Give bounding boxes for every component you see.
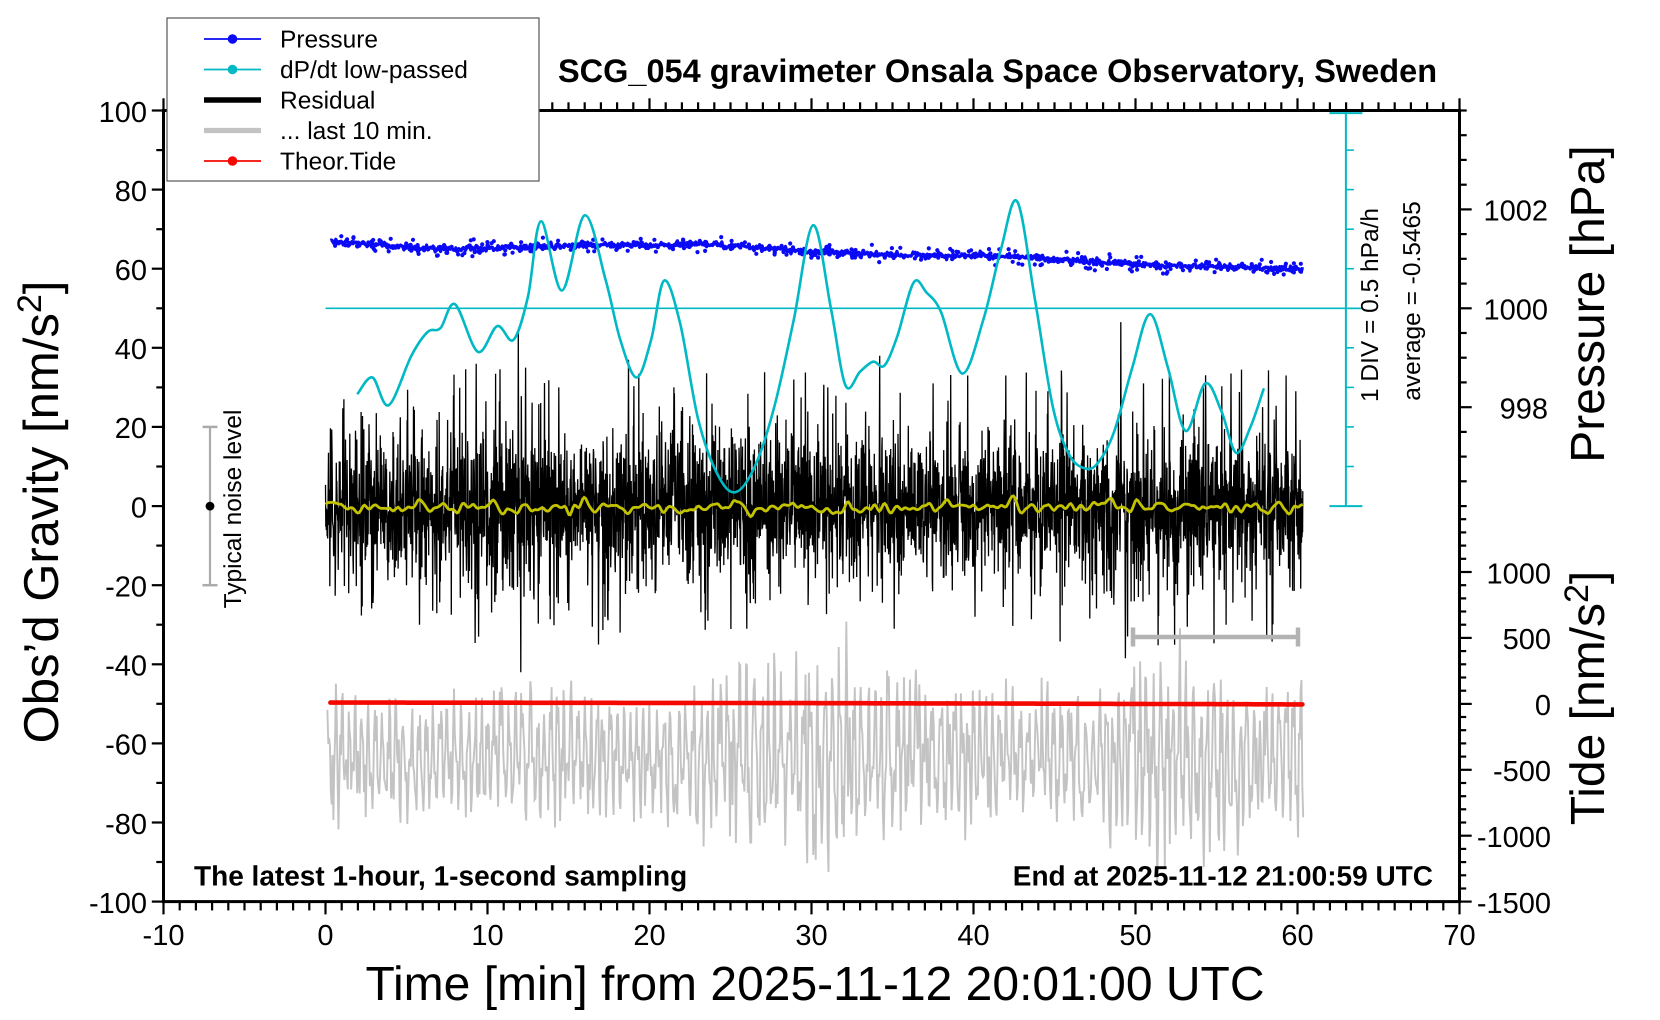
- svg-text:Typical noise level: Typical noise level: [220, 410, 247, 609]
- svg-text:1000: 1000: [1486, 558, 1551, 590]
- svg-text:30: 30: [795, 920, 827, 952]
- svg-text:500: 500: [1503, 624, 1551, 656]
- svg-text:20: 20: [115, 413, 147, 445]
- svg-text:80: 80: [115, 176, 147, 208]
- svg-text:average = -0.5465: average = -0.5465: [1399, 201, 1426, 401]
- svg-text:1002: 1002: [1483, 196, 1548, 228]
- svg-text:End at 2025-11-12 21:00:59 UTC: End at 2025-11-12 21:00:59 UTC: [1013, 861, 1433, 892]
- svg-text:60: 60: [115, 255, 147, 287]
- svg-text:40: 40: [115, 334, 147, 366]
- svg-text:The latest 1-hour, 1-second sa: The latest 1-hour, 1-second sampling: [194, 861, 687, 892]
- svg-text:Residual: Residual: [280, 88, 375, 115]
- svg-text:998: 998: [1500, 394, 1548, 426]
- svg-text:0: 0: [1535, 690, 1551, 722]
- svg-text:... last 10 min.: ... last 10 min.: [280, 118, 433, 145]
- svg-text:20: 20: [633, 920, 665, 952]
- svg-text:-80: -80: [105, 809, 147, 841]
- svg-text:Time [min] from 2025-11-12 20:: Time [min] from 2025-11-12 20:01:00 UTC: [365, 958, 1264, 1011]
- svg-text:60: 60: [1281, 920, 1313, 952]
- svg-text:50: 50: [1119, 920, 1151, 952]
- svg-text:10: 10: [471, 920, 503, 952]
- svg-text:0: 0: [317, 920, 333, 952]
- svg-text:SCG_054 gravimeter Onsala Spac: SCG_054 gravimeter Onsala Space Observat…: [558, 53, 1437, 89]
- svg-text:-1500: -1500: [1477, 888, 1551, 920]
- svg-text:1000: 1000: [1483, 295, 1548, 327]
- svg-text:1 DIV = 0.5 hPa/h: 1 DIV = 0.5 hPa/h: [1357, 208, 1384, 402]
- svg-text:-60: -60: [105, 730, 147, 762]
- svg-text:70: 70: [1443, 920, 1475, 952]
- svg-text:-40: -40: [105, 651, 147, 683]
- svg-text:-1000: -1000: [1477, 822, 1551, 854]
- svg-text:Pressure [hPa]: Pressure [hPa]: [1562, 145, 1615, 462]
- svg-text:Pressure: Pressure: [280, 27, 378, 54]
- svg-text:dP/dt low-passed: dP/dt low-passed: [280, 57, 468, 84]
- svg-text:Theor.Tide: Theor.Tide: [280, 149, 396, 176]
- svg-text:-100: -100: [89, 888, 147, 920]
- svg-text:Obs’d Gravity [nm/s2]: Obs’d Gravity [nm/s2]: [11, 281, 69, 744]
- svg-text:-20: -20: [105, 572, 147, 604]
- svg-text:-10: -10: [143, 920, 185, 952]
- svg-text:0: 0: [131, 492, 147, 524]
- svg-text:40: 40: [957, 920, 989, 952]
- svg-text:Tide [nm/s2]: Tide [nm/s2]: [1558, 571, 1615, 826]
- svg-text:-500: -500: [1493, 756, 1551, 788]
- svg-text:100: 100: [99, 97, 147, 129]
